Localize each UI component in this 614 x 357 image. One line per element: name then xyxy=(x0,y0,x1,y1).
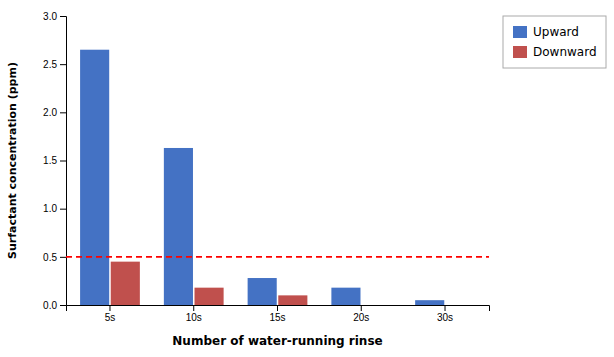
bar xyxy=(80,50,109,305)
y-tick-label: 0.0 xyxy=(43,300,57,311)
y-tick-mark xyxy=(60,305,66,306)
bar xyxy=(111,262,140,305)
y-tick: 3.0 xyxy=(43,11,66,22)
y-axis: 0.0 0.5 1.0 1.5 2.0 2.5 3.0 xyxy=(43,11,66,311)
y-tick-mark xyxy=(60,257,66,258)
y-axis-title: Surfactant concentration (ppm) xyxy=(6,62,19,259)
x-tick: 5s xyxy=(105,305,116,323)
plot: 0.0 0.5 1.0 1.5 2.0 2.5 3.0 5s 10s 15s 20s 30s xyxy=(43,11,489,323)
bar xyxy=(446,305,475,306)
x-tick-mark xyxy=(109,305,110,311)
legend: Upward Downward xyxy=(503,16,606,68)
x-tick: 20s xyxy=(353,305,369,323)
y-tick-label: 1.0 xyxy=(43,203,57,214)
y-tick: 0.5 xyxy=(43,252,66,263)
y-tick-label: 0.5 xyxy=(43,252,57,263)
y-tick-mark xyxy=(60,64,66,65)
y-tick-label: 2.0 xyxy=(43,107,57,118)
y-tick-label: 1.5 xyxy=(43,155,57,166)
legend-swatch xyxy=(513,46,527,58)
x-tick: 10s xyxy=(186,305,202,323)
y-tick-mark xyxy=(60,16,66,17)
x-tick-label: 20s xyxy=(353,312,369,323)
bar xyxy=(415,300,444,305)
y-tick-label: 3.0 xyxy=(43,11,57,22)
bar xyxy=(331,288,360,305)
y-tick: 1.0 xyxy=(43,203,66,214)
x-tick-label: 10s xyxy=(186,312,202,323)
x-axis: 5s 10s 15s 20s 30s xyxy=(67,305,490,323)
y-tick-mark xyxy=(60,161,66,162)
legend-frame xyxy=(503,16,606,68)
y-tick: 0.0 xyxy=(43,300,66,311)
x-tick-mark xyxy=(361,305,362,311)
x-tick-label: 5s xyxy=(105,312,116,323)
x-tick-mark xyxy=(277,305,278,311)
x-tick-mark xyxy=(445,305,446,311)
x-tick: 15s xyxy=(269,305,285,323)
x-tick-mark xyxy=(193,305,194,311)
chart: 0.0 0.5 1.0 1.5 2.0 2.5 3.0 5s 10s 15s 20s 30s Numbe… xyxy=(0,0,614,357)
bar xyxy=(278,295,307,305)
x-axis-line xyxy=(67,306,490,312)
bar xyxy=(248,278,277,305)
y-tick-mark xyxy=(60,112,66,113)
x-tick-label: 30s xyxy=(437,312,453,323)
legend-item: Upward xyxy=(513,25,579,39)
bar xyxy=(362,305,391,306)
y-tick: 1.5 xyxy=(43,155,66,166)
legend-label: Downward xyxy=(533,45,597,59)
marks xyxy=(66,50,489,305)
reference-line xyxy=(66,256,489,258)
bar-series xyxy=(111,262,308,305)
y-tick-mark xyxy=(60,209,66,210)
y-tick: 2.0 xyxy=(43,107,66,118)
bar xyxy=(164,148,193,305)
x-tick: 30s xyxy=(437,305,453,323)
chart-container: 0.0 0.5 1.0 1.5 2.0 2.5 3.0 5s 10s 15s 20s 30s Numbe… xyxy=(0,0,614,357)
y-tick-label: 2.5 xyxy=(43,59,57,70)
y-tick: 2.5 xyxy=(43,59,66,70)
bar xyxy=(195,288,224,305)
y-axis-line xyxy=(60,17,67,306)
legend-label: Upward xyxy=(533,25,579,39)
legend-swatch xyxy=(513,26,527,38)
x-tick-label: 15s xyxy=(269,312,285,323)
x-axis-title: Number of water-running rinse xyxy=(172,334,382,348)
legend-item: Downward xyxy=(513,45,597,59)
bar-series xyxy=(80,50,444,305)
